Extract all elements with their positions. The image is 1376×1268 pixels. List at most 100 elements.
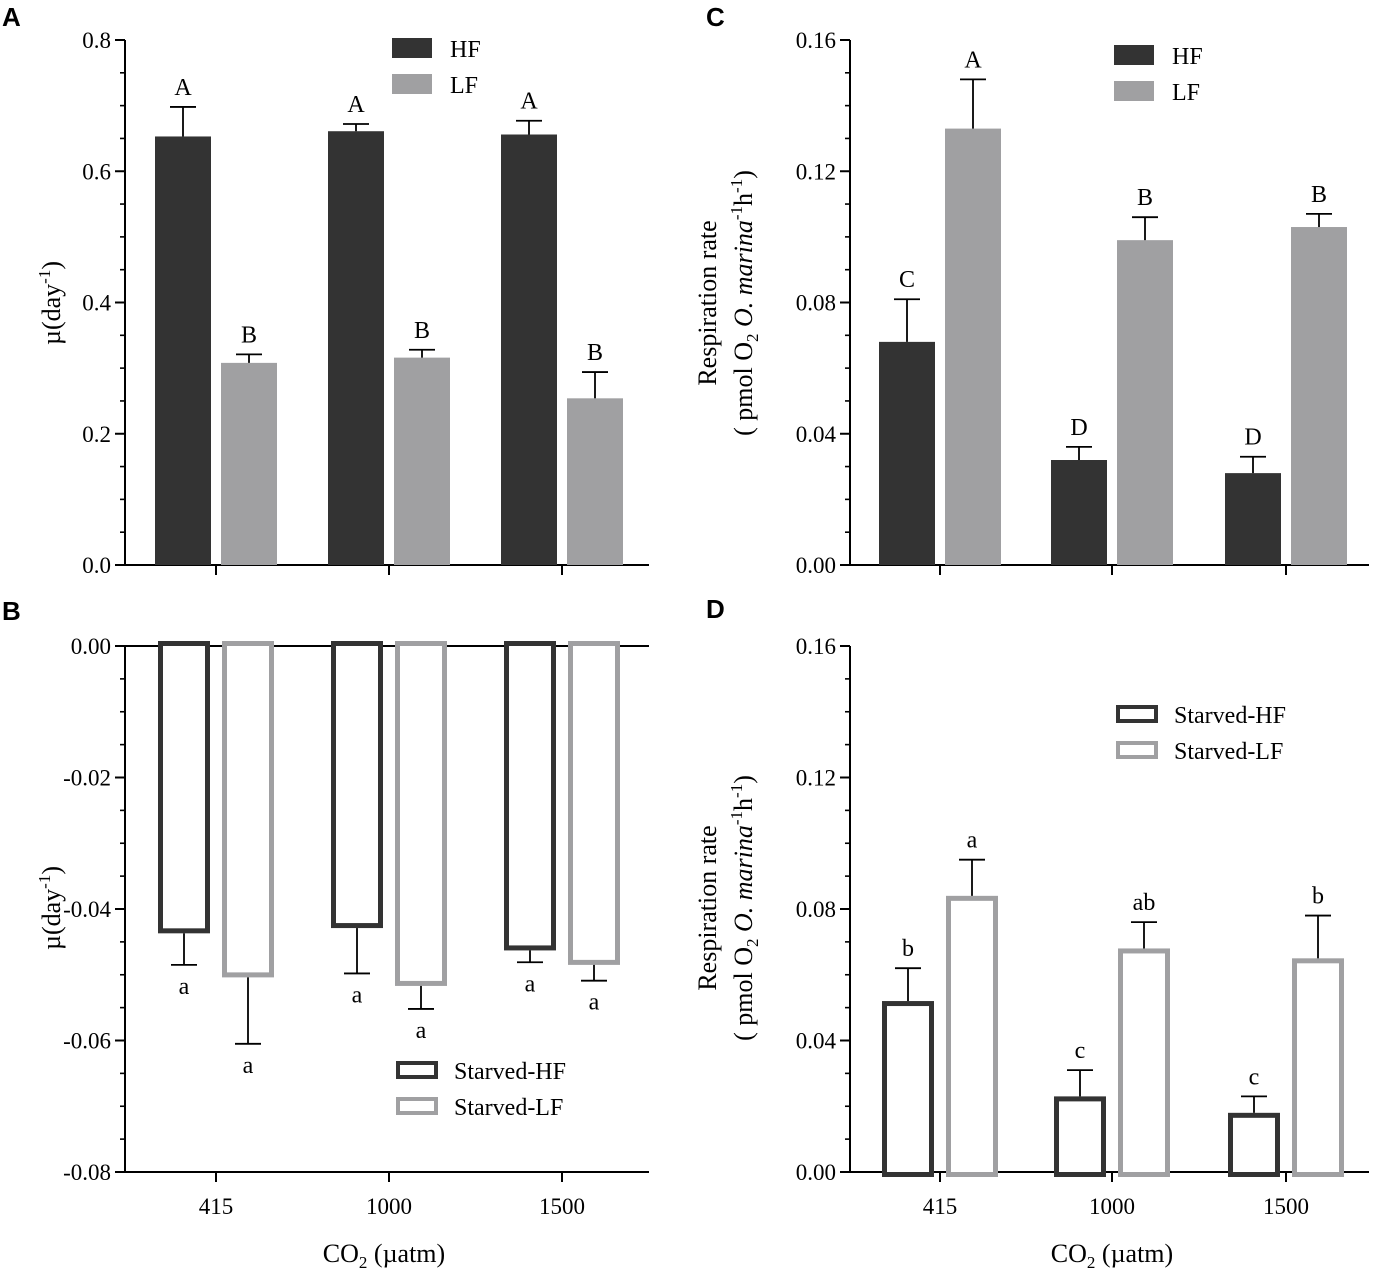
x-axis-title-right: CO2 (µatm) bbox=[1051, 1239, 1173, 1268]
legend-label: Starved-HF bbox=[454, 1059, 566, 1085]
bar-starved-hf bbox=[504, 641, 556, 951]
y-tick-label: 0.00 bbox=[796, 553, 836, 578]
panel-a-growth-fed: 0.0 0.2 0.4 0.6 0.8 µ(day-1) A A A B B B HF LF bbox=[35, 28, 649, 578]
x-axis-title-left: CO2 (µatm) bbox=[323, 1239, 445, 1268]
panel-label-b: B bbox=[2, 596, 21, 626]
significance-letter: c bbox=[1249, 1064, 1260, 1090]
x-tick-label: 1500 bbox=[539, 1194, 585, 1219]
y-axis-title: Respiration rate bbox=[693, 825, 722, 990]
legend-swatch bbox=[1114, 81, 1154, 101]
panel-b-growth-starved: 0.00 -0.02 -0.04 -0.06 -0.08 415 1000 1500 µ(day… bbox=[35, 634, 649, 1219]
y-axis-units-part: O. marina bbox=[729, 825, 758, 938]
bar-starved-lf bbox=[222, 641, 274, 978]
y-tick-label: 0.4 bbox=[82, 291, 111, 316]
bar-starved-lf bbox=[395, 641, 447, 986]
y-tick-label: 0.04 bbox=[796, 1029, 837, 1054]
bar-hf bbox=[155, 136, 211, 565]
y-axis-units-part: 2 bbox=[743, 939, 762, 948]
y-axis-title: µ(day-1) bbox=[35, 866, 66, 950]
significance-letter: a bbox=[243, 1053, 254, 1079]
y-tick-label: 0.12 bbox=[796, 766, 836, 791]
y-axis-units-part: O. marina bbox=[729, 220, 758, 333]
y-axis-units-part: ) bbox=[729, 170, 758, 179]
legend-swatch bbox=[392, 38, 432, 58]
x-tick-label: 415 bbox=[923, 1194, 958, 1219]
bar-lf bbox=[567, 398, 623, 565]
y-axis-units-part: -1 bbox=[727, 811, 746, 825]
panel-label-a: A bbox=[2, 2, 21, 32]
legend-swatch bbox=[396, 1061, 438, 1079]
y-tick-label: -0.08 bbox=[63, 1160, 111, 1185]
bar-starved-hf bbox=[158, 641, 210, 934]
legend-label: Starved-HF bbox=[1174, 703, 1286, 729]
panel-label-c: C bbox=[706, 2, 725, 32]
significance-letter: B bbox=[587, 340, 603, 366]
y-axis-units-part: h bbox=[729, 798, 758, 811]
bar-starved-lf bbox=[1118, 948, 1170, 1178]
significance-letter: A bbox=[964, 47, 982, 73]
legend-swatch bbox=[392, 74, 432, 94]
significance-letter: B bbox=[1311, 182, 1327, 208]
significance-letter: b bbox=[1312, 884, 1324, 910]
y-tick-label: 0.16 bbox=[796, 28, 836, 53]
legend-swatch bbox=[1116, 741, 1158, 759]
y-axis-units-part: h bbox=[729, 193, 758, 206]
bar-starved-hf bbox=[1228, 1112, 1280, 1177]
bar-lf bbox=[394, 357, 450, 565]
y-axis-units: ( pmol O2 O. marina-1h-1) bbox=[727, 775, 762, 1041]
x-tick-label: 1000 bbox=[1089, 1194, 1135, 1219]
y-tick-label: 0.00 bbox=[796, 1160, 836, 1185]
y-tick-label: 0.16 bbox=[796, 634, 836, 659]
y-axis-title-part: µ(day bbox=[37, 284, 66, 345]
y-tick-label: 0.6 bbox=[82, 159, 111, 184]
y-axis-units-part: ( pmol O bbox=[729, 342, 758, 436]
bar-starved-hf bbox=[1054, 1096, 1106, 1177]
significance-letter: A bbox=[174, 75, 192, 101]
y-axis-title: Respiration rate bbox=[693, 220, 722, 385]
x-tick-label: 1000 bbox=[366, 1194, 412, 1219]
legend-label: Starved-LF bbox=[454, 1095, 563, 1121]
y-tick-label: 0.0 bbox=[82, 553, 111, 578]
y-tick-label: 0.2 bbox=[82, 422, 111, 447]
legend-label: Starved-LF bbox=[1174, 739, 1283, 765]
bar-hf bbox=[501, 134, 557, 565]
y-axis-units-part: -1 bbox=[727, 784, 746, 798]
bar-lf bbox=[1291, 227, 1347, 565]
significance-letter: a bbox=[589, 990, 600, 1016]
bar-hf bbox=[1051, 460, 1107, 565]
panel-c-respiration-fed: 0.00 0.04 0.08 0.12 0.16 Respiration rate( pm… bbox=[693, 28, 1369, 578]
significance-letter: B bbox=[241, 322, 257, 348]
y-axis-title-part: -1 bbox=[35, 270, 54, 284]
significance-letter: a bbox=[352, 982, 363, 1008]
legend-swatch bbox=[1116, 705, 1158, 723]
y-axis-units-part: ) bbox=[729, 775, 758, 784]
y-tick-label: 0.04 bbox=[796, 422, 837, 447]
panel-label-d: D bbox=[706, 594, 725, 624]
y-axis-title-part: -1 bbox=[35, 875, 54, 889]
bar-starved-lf bbox=[568, 641, 620, 965]
significance-letter: a bbox=[179, 974, 190, 1000]
significance-letter: B bbox=[414, 318, 430, 344]
significance-letter: D bbox=[1070, 415, 1087, 441]
bar-lf bbox=[1117, 240, 1173, 565]
significance-letter: a bbox=[416, 1018, 427, 1044]
significance-letter: a bbox=[967, 828, 978, 854]
legend-label: HF bbox=[450, 37, 481, 63]
legend-swatch bbox=[1114, 45, 1154, 65]
y-axis-title-part: µ(day bbox=[37, 889, 66, 950]
y-axis-title: µ(day-1) bbox=[35, 261, 66, 345]
y-axis-title-part: ) bbox=[37, 866, 66, 875]
legend-label: LF bbox=[450, 73, 478, 99]
y-tick-label: -0.06 bbox=[63, 1029, 111, 1054]
y-tick-label: -0.02 bbox=[63, 766, 111, 791]
significance-letter: A bbox=[347, 92, 365, 118]
y-axis-units: ( pmol O2 O. marina-1h-1) bbox=[727, 170, 762, 436]
y-axis-units-part: -1 bbox=[727, 206, 746, 220]
y-axis-title-part: ) bbox=[37, 261, 66, 270]
y-tick-label: 0.8 bbox=[82, 28, 111, 53]
significance-letter: A bbox=[520, 89, 538, 115]
bar-starved-hf bbox=[331, 641, 383, 929]
x-tick-label: 415 bbox=[199, 1194, 234, 1219]
y-tick-label: 0.08 bbox=[796, 291, 836, 316]
